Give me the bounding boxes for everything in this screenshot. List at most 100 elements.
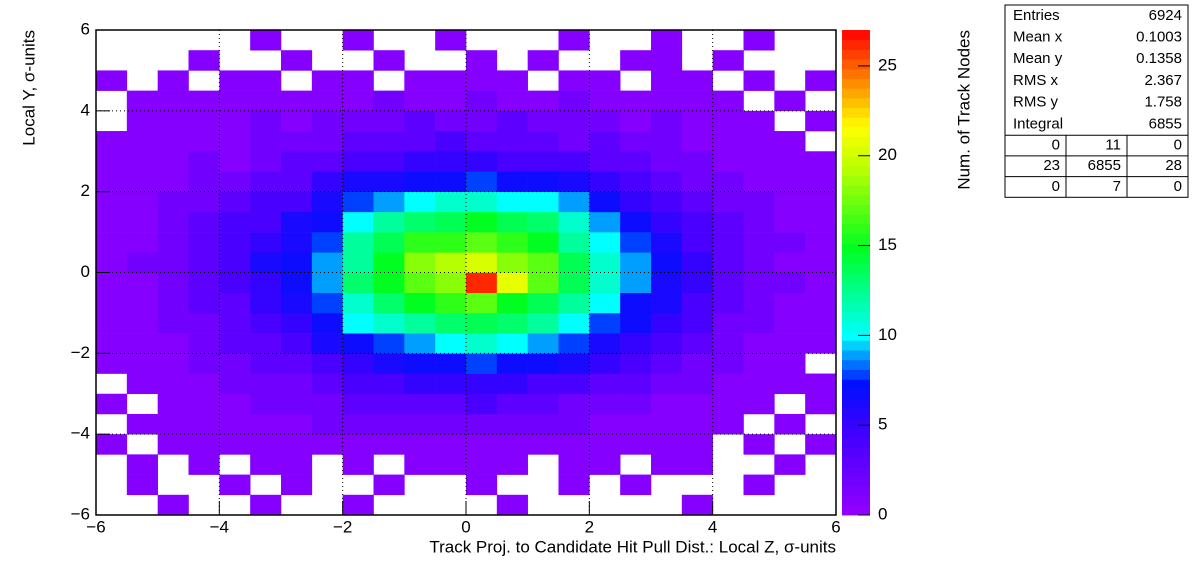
heatmap-cell <box>496 333 528 354</box>
heatmap-cell <box>250 413 282 435</box>
colorbar-step <box>842 68 870 79</box>
heatmap-cell <box>466 373 498 395</box>
heatmap-cell <box>96 353 128 374</box>
heatmap-cell <box>281 131 313 152</box>
heatmap-cell <box>558 232 590 253</box>
heatmap-cell <box>250 252 282 273</box>
heatmap-cell <box>620 292 652 314</box>
heatmap-cell <box>311 333 343 354</box>
heatmap-cell <box>219 333 251 354</box>
heatmap-cell <box>126 333 158 354</box>
heatmap-cell <box>188 333 220 354</box>
heatmap-cell <box>373 312 405 334</box>
heatmap-cell <box>527 211 559 233</box>
heatmap-cell <box>126 373 158 395</box>
heatmap-cell <box>589 171 621 192</box>
colorbar-step <box>842 107 870 118</box>
heatmap-cell <box>589 373 621 395</box>
heatmap-cell <box>373 393 405 415</box>
heatmap-cell <box>496 211 528 233</box>
heatmap-cell <box>311 131 343 152</box>
heatmap-cell <box>527 393 559 415</box>
heatmap-cell <box>373 171 405 192</box>
heatmap-cell <box>250 90 282 112</box>
heatmap-cell <box>250 30 282 51</box>
colorbar-step <box>842 146 870 157</box>
colorbar-tick-label: 20 <box>878 145 897 164</box>
heatmap-cell <box>466 312 498 334</box>
heatmap-cell <box>558 454 590 475</box>
heatmap-cell <box>219 90 251 112</box>
heatmap-cell <box>712 211 744 233</box>
colorbar-step <box>842 388 870 399</box>
stats-value: 0.1003 <box>1136 29 1182 46</box>
heatmap-cell <box>589 434 621 455</box>
heatmap-cell <box>589 272 621 294</box>
heatmap-cell <box>681 191 713 213</box>
heatmap-cell <box>496 70 528 91</box>
heatmap-cell <box>620 191 652 213</box>
heatmap-cell <box>342 312 374 334</box>
heatmap-cell <box>281 90 313 112</box>
heatmap-cell <box>126 474 158 496</box>
heatmap-cell <box>651 50 683 71</box>
heatmap-cell <box>404 70 436 91</box>
x-tick-label: 4 <box>708 517 717 536</box>
heatmap-cell <box>404 110 436 132</box>
heatmap-cell <box>219 373 251 395</box>
heatmap-cell <box>311 110 343 132</box>
heatmap-cell <box>589 333 621 354</box>
colorbar-step <box>842 456 870 467</box>
heatmap-cell <box>466 50 498 71</box>
colorbar-step <box>842 253 870 264</box>
heatmap-cell <box>404 434 436 455</box>
y-tick-label: 2 <box>81 181 90 200</box>
heatmap-cell <box>712 151 744 172</box>
colorbar-tick-label: 5 <box>878 415 887 434</box>
heatmap-cell <box>404 312 436 334</box>
heatmap <box>96 30 837 516</box>
colorbar-step <box>842 466 870 477</box>
stats-value: 2.367 <box>1144 72 1182 89</box>
heatmap-cell <box>404 171 436 192</box>
heatmap-cell <box>157 110 189 132</box>
heatmap-cell <box>188 211 220 233</box>
y-tick-label: 4 <box>81 100 90 119</box>
heatmap-cell <box>188 191 220 213</box>
colorbar-step <box>842 369 870 380</box>
heatmap-cell <box>126 312 158 334</box>
heatmap-cell <box>219 393 251 415</box>
heatmap-cell <box>466 353 498 374</box>
stats-value: 0.1358 <box>1136 50 1182 67</box>
heatmap-cell <box>496 312 528 334</box>
colorbar-tick-label: 0 <box>878 504 887 523</box>
heatmap-cell <box>96 393 128 415</box>
heatmap-cell <box>311 292 343 314</box>
heatmap-cell <box>712 393 744 415</box>
heatmap-cell <box>404 373 436 395</box>
heatmap-cell <box>805 171 837 192</box>
colorbar-step <box>842 185 870 196</box>
heatmap-cell <box>435 131 467 152</box>
heatmap-cell <box>774 90 806 112</box>
heatmap-cell <box>712 232 744 253</box>
colorbar-step <box>842 282 870 293</box>
heatmap-cell <box>342 90 374 112</box>
heatmap-cell <box>651 333 683 354</box>
heatmap-cell <box>558 272 590 294</box>
heatmap-cell <box>188 353 220 374</box>
heatmap-cell <box>188 434 220 455</box>
heatmap-cell <box>219 151 251 172</box>
heatmap-cell <box>558 373 590 395</box>
heatmap-cell <box>651 292 683 314</box>
heatmap-cell <box>96 252 128 273</box>
heatmap-cell <box>527 434 559 455</box>
heatmap-cell <box>404 292 436 314</box>
heatmap-cell <box>589 393 621 415</box>
y-tick-label: −2 <box>71 343 90 362</box>
heatmap-cell <box>743 110 775 132</box>
heatmap-cell <box>681 292 713 314</box>
colorbar-step <box>842 291 870 302</box>
heatmap-cell <box>558 474 590 496</box>
